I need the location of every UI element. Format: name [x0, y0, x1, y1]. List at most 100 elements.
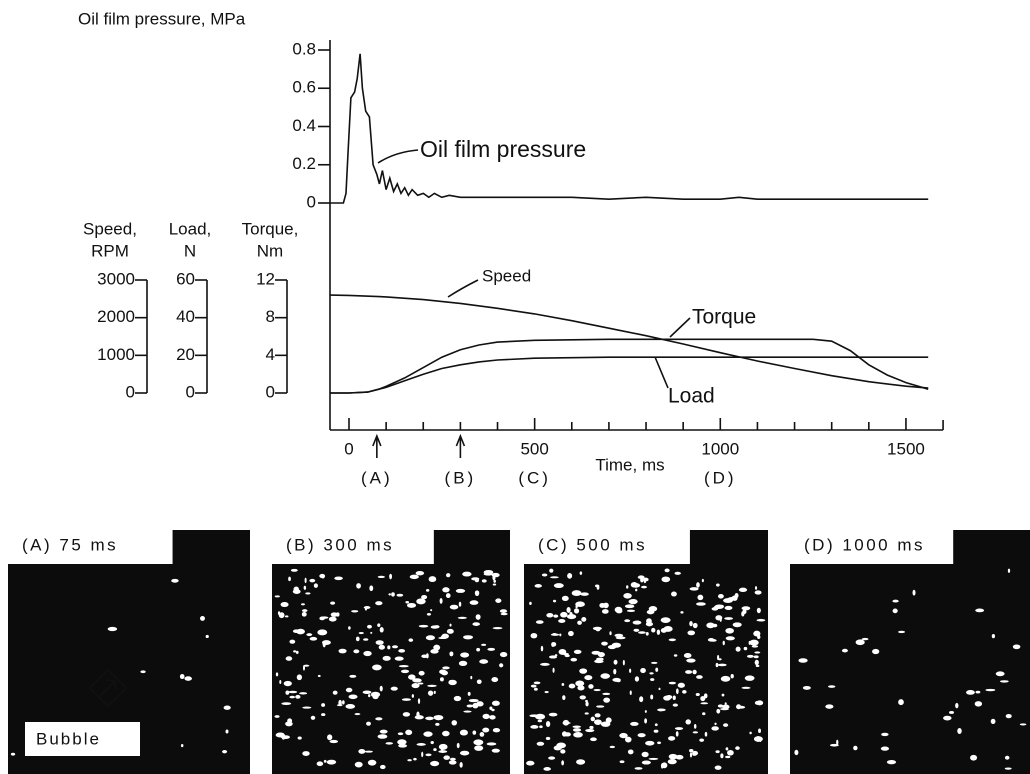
bubble-speck	[483, 572, 493, 576]
data-line	[330, 338, 929, 394]
bubble-speck	[417, 698, 421, 704]
bubble-speck	[405, 729, 413, 736]
bubble-speck	[725, 627, 734, 634]
bubble-speck	[472, 730, 477, 735]
bubble-speck	[442, 666, 450, 670]
bubble-speck	[1004, 755, 1010, 760]
bubble-speck	[303, 664, 310, 667]
bubble-speck	[720, 707, 729, 711]
bubble-speck	[184, 676, 192, 681]
bubble-speck	[613, 668, 617, 675]
event-arrow	[455, 433, 466, 458]
bubble-speck	[725, 636, 735, 641]
bubble-speck	[456, 742, 460, 749]
bubble-speck	[285, 656, 293, 661]
bubble-speck	[601, 641, 608, 646]
bubble-speck	[385, 742, 393, 745]
bubble-speck	[699, 738, 705, 742]
bubble-speck	[398, 743, 408, 748]
bubble-speck	[377, 734, 388, 739]
bubble-speck	[310, 715, 316, 720]
bubble-speck	[369, 585, 374, 592]
bubble-speck	[389, 573, 393, 580]
bubble-speck	[301, 603, 305, 606]
bubble-speck	[382, 655, 391, 661]
bubble-speck	[590, 716, 595, 722]
bubble-speck	[530, 684, 537, 688]
bubble-speck	[722, 640, 725, 646]
bubble-speck	[704, 731, 708, 737]
bubble-speck	[853, 745, 858, 751]
event-label: (D)	[704, 468, 737, 487]
bubble-speck	[375, 640, 384, 645]
bubble-speck	[372, 664, 382, 671]
bubble-speck	[408, 674, 416, 680]
photo	[790, 530, 1030, 774]
bubble-speck	[755, 664, 760, 668]
bubble-speck	[562, 695, 566, 701]
y-tick-label: 2000	[97, 307, 135, 326]
bubble-speck	[427, 684, 437, 687]
bubble-speck	[199, 615, 205, 621]
bubble-speck	[459, 729, 468, 736]
bubble-speck	[736, 704, 742, 710]
x-tick-label: 500	[520, 439, 548, 458]
bubble-speck	[629, 690, 632, 695]
y-tick-label: 0	[186, 382, 195, 401]
bubble-speck	[713, 605, 724, 610]
bubble-speck	[991, 634, 996, 639]
bubble-speck	[751, 645, 759, 648]
bubble-speck	[274, 595, 280, 598]
bubble-speck	[280, 735, 290, 739]
x-axis-label: Time, ms	[595, 455, 664, 474]
bubble-speck	[562, 652, 569, 656]
bubble-speck	[534, 584, 542, 588]
bubble-speck	[1007, 568, 1011, 573]
bubble-speck	[526, 760, 535, 766]
bubble-speck	[700, 695, 706, 702]
bubble-speck	[474, 745, 484, 751]
y-axis-label: Oil film pressure, MPa	[78, 9, 246, 28]
bubble-speck	[530, 725, 539, 729]
bubble-speck	[653, 729, 659, 733]
data-line	[330, 294, 929, 389]
bubble-speck	[448, 760, 457, 765]
bubble-speck	[327, 734, 333, 741]
bubble-speck	[140, 670, 146, 674]
bubble-speck	[631, 583, 641, 588]
bubble-speck	[676, 688, 679, 695]
photo-label-bg	[8, 530, 173, 564]
bubble-speck	[656, 629, 661, 635]
bubble-speck	[603, 697, 611, 703]
bubble-speck	[398, 649, 406, 653]
bubble-speck	[477, 679, 481, 684]
bubble-speck	[453, 695, 462, 702]
bubble-speck	[689, 621, 693, 627]
bubble-speck	[470, 675, 473, 680]
event-label: (B)	[445, 468, 477, 487]
bubble-speck	[579, 695, 586, 700]
bubble-speck	[421, 751, 424, 758]
bubble-speck	[707, 638, 715, 642]
bubble-speck	[605, 717, 612, 724]
bubble-speck	[756, 607, 761, 614]
bubble-speck	[623, 592, 632, 599]
bubble-speck	[943, 715, 952, 721]
photo-label-bg	[524, 530, 690, 564]
bubble-speck	[577, 685, 585, 691]
bubble-speck	[222, 749, 228, 754]
bubble-speck	[624, 619, 631, 623]
bubble-speck	[363, 650, 372, 657]
bubble-speck	[355, 636, 360, 642]
bubble-speck	[711, 726, 719, 731]
y-tick-label: 8	[266, 307, 275, 326]
bubble-speck	[549, 568, 554, 573]
bubble-speck	[720, 753, 724, 759]
bubble-speck	[573, 608, 580, 614]
bubble-speck	[640, 667, 646, 674]
bubble-speck	[1012, 644, 1021, 650]
bubble-speck	[753, 655, 759, 659]
bubble-speck	[579, 668, 588, 674]
photo	[272, 530, 510, 774]
bubble-speck	[672, 703, 678, 707]
